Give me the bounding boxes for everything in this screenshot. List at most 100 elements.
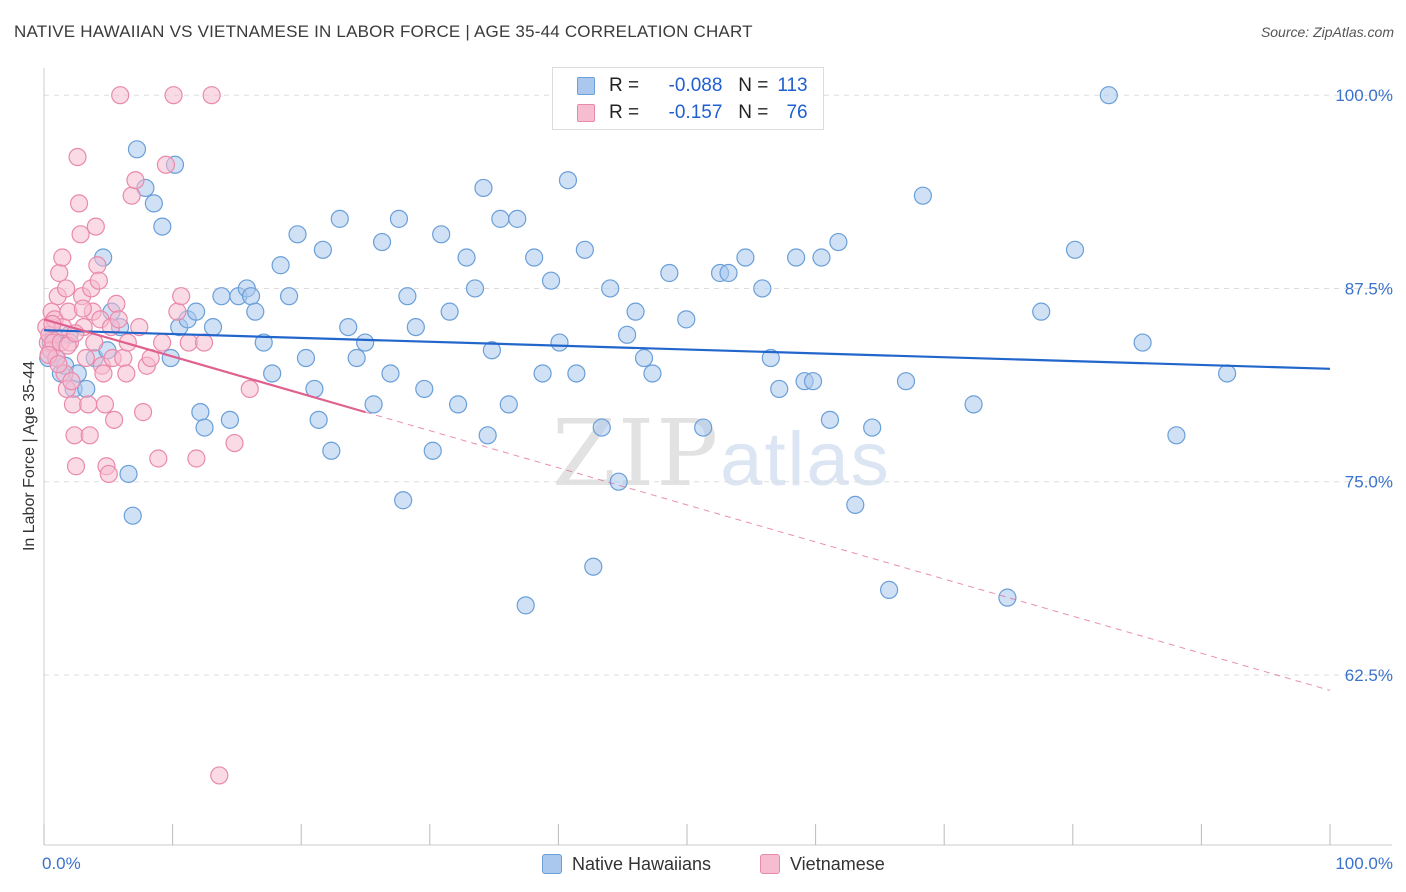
native-hawaiian-point — [339, 317, 358, 337]
stats-legend-row-vietnamese: R = -0.157 N = 76 — [577, 101, 808, 125]
native-hawaiian-point — [296, 348, 316, 368]
vietnamese-point — [109, 310, 128, 329]
vietnamese-point — [117, 364, 136, 383]
legend-swatch-blue — [542, 854, 562, 874]
vietnamese-point — [88, 256, 107, 275]
n-label: N = — [738, 102, 769, 123]
native-hawaiian-point — [195, 418, 214, 437]
vietnamese-point — [89, 271, 108, 290]
native-hawaiian-point — [626, 302, 645, 321]
native-hawaiian-point — [347, 348, 366, 368]
native-hawaiian-point — [448, 395, 468, 414]
native-hawaiian-point — [660, 263, 679, 283]
legend-label-vietnamese: Vietnamese — [790, 853, 885, 874]
x-tick-label: 100.0% — [1335, 854, 1393, 873]
vietnamese-point — [49, 355, 68, 374]
native-hawaiian-point — [1218, 364, 1237, 383]
n-value: 76 — [786, 102, 808, 123]
native-hawaiian-point — [609, 472, 628, 491]
vietnamese-point — [172, 287, 191, 306]
native-hawaiian-point — [761, 348, 780, 368]
native-hawaiian-point — [203, 317, 223, 337]
vietnamese-point — [111, 86, 130, 105]
x-tick-label: 0.0% — [42, 854, 81, 873]
vietnamese-point — [187, 449, 206, 468]
vietnamese-point — [68, 147, 87, 167]
vietnamese-point — [95, 395, 115, 414]
vietnamese-point — [73, 299, 92, 318]
native-hawaiian-point — [913, 186, 932, 205]
native-hawaiian-point — [372, 232, 392, 252]
native-hawaiian-point — [1099, 86, 1118, 105]
blue-swatch — [577, 77, 595, 95]
r-value: -0.157 — [668, 102, 723, 123]
vietnamese-trend-extension — [365, 411, 1331, 691]
legend-swatch-pink — [760, 854, 780, 874]
native-hawaiian-point — [254, 333, 273, 352]
native-hawaiian-point — [406, 317, 425, 337]
native-hawaiian-point — [533, 364, 552, 383]
native-hawaiian-point — [364, 395, 383, 414]
vietnamese-point — [94, 364, 113, 383]
native-hawaiian-point — [440, 302, 459, 321]
native-hawaiian-point — [879, 580, 899, 600]
vietnamese-point — [107, 294, 126, 313]
native-hawaiian-point — [677, 310, 696, 329]
vietnamese-point — [80, 426, 99, 445]
native-hawaiian-point — [694, 418, 713, 437]
native-hawaiian-point — [127, 140, 147, 159]
vietnamese-point — [156, 155, 176, 174]
native-hawaiian-point — [753, 279, 772, 298]
native-hawaiian-trend-line — [43, 329, 1331, 370]
r-label: R = — [609, 75, 640, 96]
native-hawaiian-point — [271, 256, 290, 275]
stats-legend: R = -0.088 N = 113 R = -0.157 N = 76 — [552, 67, 824, 130]
native-hawaiian-point — [601, 279, 620, 298]
vietnamese-point — [153, 333, 172, 352]
n-label: N = — [738, 75, 769, 96]
native-hawaiian-point — [516, 596, 535, 615]
native-hawaiian-point — [465, 279, 485, 298]
legend-item-vietnamese: Vietnamese — [760, 852, 885, 876]
vietnamese-point — [122, 186, 141, 205]
y-tick-label: 87.5% — [1345, 279, 1393, 298]
native-hawaiian-point — [567, 364, 586, 383]
native-hawaiian-point — [1167, 426, 1186, 445]
native-hawaiian-point — [618, 325, 637, 344]
native-hawaiian-point — [719, 263, 738, 283]
native-hawaiian-point — [541, 271, 561, 290]
native-hawaiian-point — [415, 379, 434, 399]
native-hawaiian-point — [457, 248, 476, 267]
native-hawaiian-point — [829, 232, 848, 252]
r-value: -0.088 — [668, 75, 723, 96]
native-hawaiian-point — [478, 426, 497, 445]
vietnamese-point — [50, 263, 69, 283]
native-hawaiian-point — [322, 441, 341, 460]
native-hawaiian-point — [820, 410, 840, 429]
native-hawaiian-point — [313, 240, 332, 259]
native-hawaiian-point — [634, 348, 654, 368]
source-label: Source: ZipAtlas.com — [1260, 24, 1394, 40]
native-hawaiian-point — [1065, 240, 1085, 259]
native-hawaiian-point — [241, 287, 261, 306]
vietnamese-point — [126, 171, 145, 190]
native-hawaiian-point — [394, 491, 413, 510]
vietnamese-point — [240, 379, 259, 399]
stats-legend-row-native-hawaiians: R = -0.088 N = 113 — [577, 74, 808, 98]
native-hawaiian-point — [474, 178, 493, 198]
vietnamese-point — [130, 317, 149, 337]
vietnamese-point — [149, 449, 168, 468]
native-hawaiian-point — [119, 464, 138, 484]
vietnamese-point — [79, 395, 98, 414]
native-hawaiian-point — [246, 302, 265, 321]
native-hawaiian-point — [423, 441, 442, 460]
native-hawaiian-point — [592, 418, 611, 437]
native-hawaiian-point — [643, 364, 662, 383]
native-hawaiian-point — [1133, 333, 1152, 352]
vietnamese-point — [99, 464, 118, 484]
y-tick-label: 62.5% — [1345, 666, 1393, 685]
native-hawaiian-point — [896, 372, 916, 391]
native-hawaiian-point — [964, 395, 983, 414]
native-hawaiian-point — [144, 194, 163, 213]
